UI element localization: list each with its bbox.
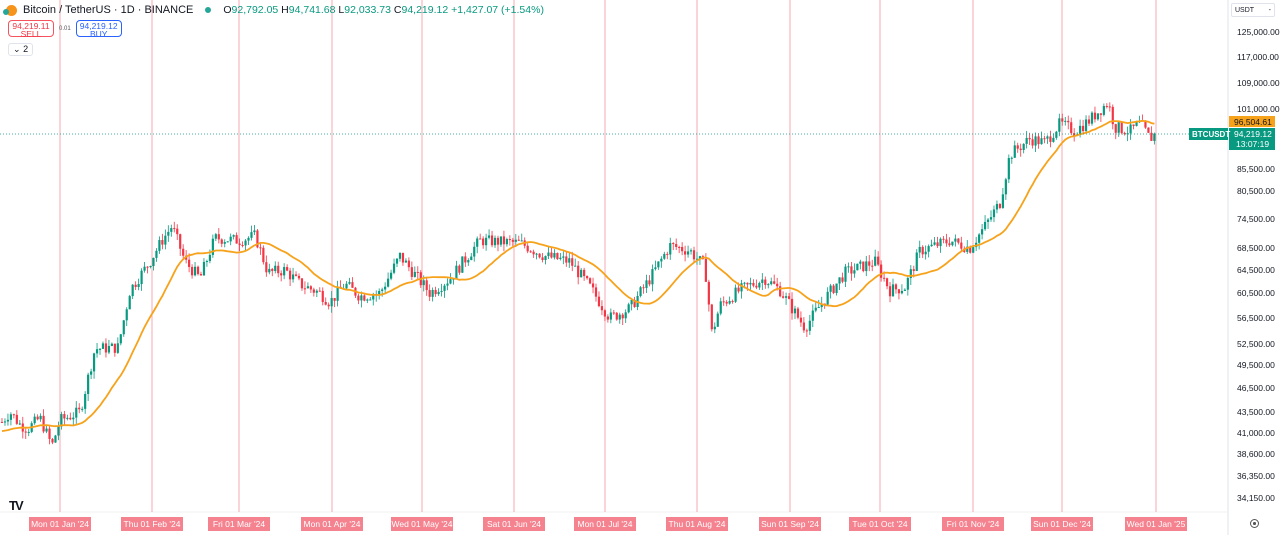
- buy-button[interactable]: 94,219.12 BUY: [75, 20, 122, 38]
- price-tick: 41,000.00: [1237, 428, 1275, 438]
- tradingview-logo-icon[interactable]: TV: [9, 498, 24, 513]
- indicators-toggle[interactable]: ⌄ 2: [8, 43, 34, 56]
- time-axis-label: [942, 517, 1004, 531]
- symbol-price-label: [1189, 128, 1228, 140]
- time-axis-label: [574, 517, 636, 531]
- last-price-label: [1229, 128, 1275, 150]
- price-tick: 117,000.00: [1237, 52, 1279, 62]
- svg-text:Mon 01 Apr '24: Mon 01 Apr '24: [304, 519, 361, 529]
- price-tick: 34,150.00: [1237, 493, 1275, 503]
- time-axis-label: [208, 517, 270, 531]
- svg-text:Sun 01 Sep '24: Sun 01 Sep '24: [761, 519, 819, 529]
- time-axis-label: [121, 517, 183, 531]
- svg-text:13:07:19: 13:07:19: [1236, 139, 1269, 149]
- svg-text:Wed 01 May '24: Wed 01 May '24: [392, 519, 453, 529]
- svg-text:94,219.12: 94,219.12: [1234, 129, 1272, 139]
- svg-text:Sun 01 Dec '24: Sun 01 Dec '24: [1033, 519, 1091, 529]
- svg-text:Fri 01 Nov '24: Fri 01 Nov '24: [947, 519, 1000, 529]
- price-tick: 85,500.00: [1237, 164, 1275, 174]
- svg-text:Thu 01 Aug '24: Thu 01 Aug '24: [669, 519, 726, 529]
- price-tick: 52,500.00: [1237, 339, 1275, 349]
- moving-average-line: [1, 119, 1155, 432]
- dropdown-icon: -: [1268, 7, 1271, 14]
- sell-button[interactable]: 94,219.11 SELL: [8, 20, 54, 38]
- svg-text:Mon 01 Jan '24: Mon 01 Jan '24: [31, 519, 89, 529]
- symbol-header: Bitcoin / TetherUS · 1D · BINANCE O92,79…: [3, 4, 544, 16]
- price-tick: 80,500.00: [1237, 186, 1275, 196]
- price-tick: 64,500.00: [1237, 265, 1275, 275]
- price-tick: 68,500.00: [1237, 243, 1275, 253]
- svg-text:Tue 01 Oct '24: Tue 01 Oct '24: [852, 519, 907, 529]
- svg-text:BTCUSDT: BTCUSDT: [1192, 130, 1230, 139]
- svg-text:Fri 01 Mar '24: Fri 01 Mar '24: [213, 519, 265, 529]
- svg-text:96,504.61: 96,504.61: [1234, 117, 1272, 127]
- price-tick: 38,600.00: [1237, 449, 1275, 459]
- svg-text:Mon 01 Jul '24: Mon 01 Jul '24: [577, 519, 632, 529]
- svg-text:Sat 01 Jun '24: Sat 01 Jun '24: [487, 519, 541, 529]
- time-axis-label: [1125, 517, 1187, 531]
- time-axis-label: [666, 517, 728, 531]
- trading-buttons: 94,219.11 SELL 0.01 94,219.12 BUY: [8, 20, 122, 38]
- price-tick: 74,500.00: [1237, 214, 1275, 224]
- bitcoin-logo-icon: [3, 4, 17, 16]
- chevron-down-icon: ⌄: [13, 44, 21, 54]
- ohlc-values: O92,792.05 H94,741.68 L92,033.73 C94,219…: [223, 4, 544, 16]
- symbol-title[interactable]: Bitcoin / TetherUS · 1D · BINANCE: [23, 4, 194, 16]
- time-axis-label: [849, 517, 911, 531]
- svg-text:Wed 01 Jan '25: Wed 01 Jan '25: [1127, 519, 1186, 529]
- spread-value: 0.01: [59, 25, 71, 32]
- time-axis-label: [759, 517, 821, 531]
- time-axis-label: [301, 517, 363, 531]
- time-axis-label: [391, 517, 453, 531]
- price-tick: 56,500.00: [1237, 313, 1275, 323]
- price-tick: 60,500.00: [1237, 288, 1275, 298]
- settings-icon[interactable]: [1250, 519, 1259, 528]
- ma-price-label: [1229, 116, 1275, 127]
- price-tick: 46,500.00: [1237, 383, 1275, 393]
- price-tick: 49,500.00: [1237, 360, 1275, 370]
- currency-select[interactable]: USDT -: [1231, 3, 1275, 17]
- price-tick: 36,350.00: [1237, 471, 1275, 481]
- price-tick: 125,000.00: [1237, 27, 1280, 37]
- time-axis-label: [29, 517, 91, 531]
- price-tick: 43,500.00: [1237, 407, 1275, 417]
- price-tick: 109,000.00: [1237, 78, 1280, 88]
- time-axis-label: [1031, 517, 1093, 531]
- market-open-icon: [205, 7, 212, 13]
- price-tick: 101,000.00: [1237, 104, 1280, 114]
- time-axis-label: [483, 517, 545, 531]
- svg-text:Thu 01 Feb '24: Thu 01 Feb '24: [124, 519, 181, 529]
